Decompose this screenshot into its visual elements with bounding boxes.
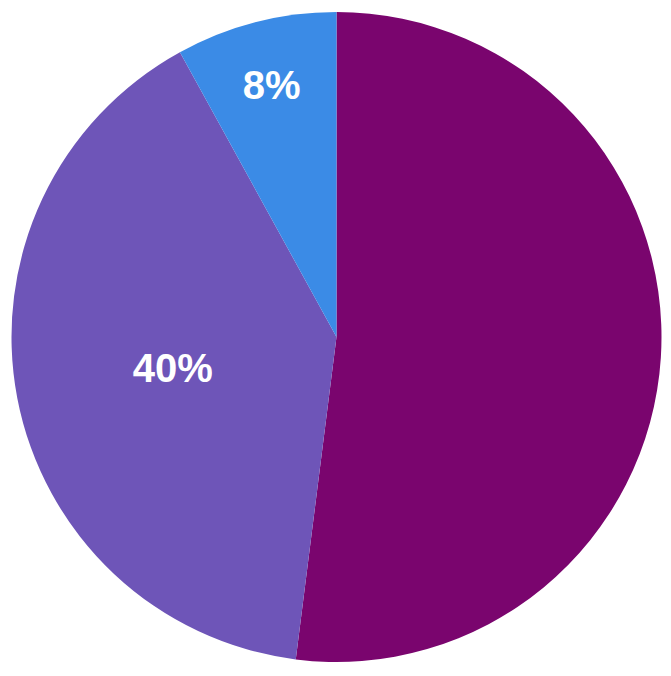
svg-text:8%: 8% [243, 63, 301, 107]
svg-text:40%: 40% [133, 346, 213, 390]
